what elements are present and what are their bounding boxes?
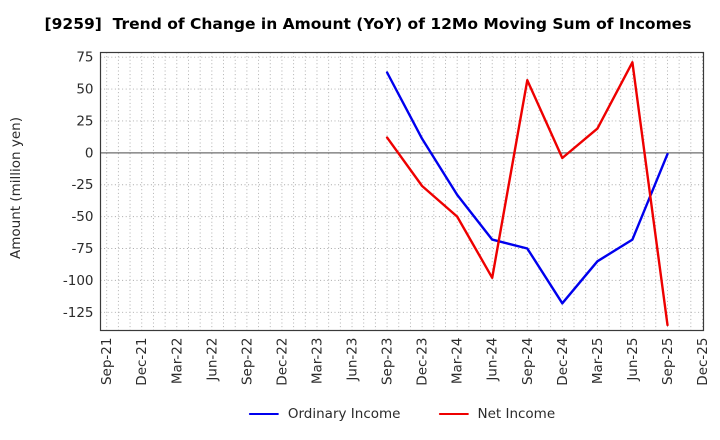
y-tick-label: 75 <box>76 50 93 66</box>
legend-label-net-income: Net Income <box>477 406 556 422</box>
legend: Ordinary Income Net Income <box>248 406 555 422</box>
x-tick-label: Dec-24 <box>555 338 571 386</box>
x-tick-label: Sep-23 <box>380 338 396 386</box>
net-income-line-swatch <box>438 412 469 416</box>
x-tick-label: Mar-23 <box>309 338 325 385</box>
x-tick-label: Dec-22 <box>274 338 290 386</box>
x-tick-label: Jun-24 <box>485 338 501 382</box>
legend-item-net-income: Net Income <box>438 406 555 422</box>
y-tick-label: -50 <box>71 209 93 225</box>
chart-title: [9259] Trend of Change in Amount (YoY) o… <box>44 15 692 33</box>
x-tick-label: Mar-24 <box>450 338 466 385</box>
series-line-ordinary-income <box>385 71 669 305</box>
x-tick-label: Sep-22 <box>239 338 255 386</box>
x-tick-label: Jun-25 <box>625 338 641 382</box>
legend-label-ordinary-income: Ordinary Income <box>287 406 401 422</box>
x-tick-label: Mar-25 <box>590 338 606 385</box>
legend-item-ordinary-income: Ordinary Income <box>248 406 401 422</box>
series-line-net-income <box>385 61 669 327</box>
x-tick-label: Dec-21 <box>134 338 150 386</box>
y-tick-label: -25 <box>71 177 93 193</box>
x-tick-label: Sep-24 <box>520 338 536 386</box>
y-tick-label: -75 <box>71 241 93 257</box>
ordinary-income-line-swatch <box>248 412 279 416</box>
x-tick-label: Jun-23 <box>345 338 361 382</box>
y-tick-label: 0 <box>85 145 94 161</box>
x-tick-label: Mar-22 <box>169 338 185 385</box>
y-tick-label: -100 <box>63 273 94 289</box>
x-tick-label: Dec-23 <box>415 338 431 386</box>
y-tick-label: 50 <box>76 82 93 98</box>
x-tick-label: Sep-21 <box>99 338 115 386</box>
x-tick-label: Jun-22 <box>204 338 220 382</box>
x-tick-label: Dec-25 <box>695 338 711 386</box>
y-tick-label: 25 <box>76 113 93 129</box>
y-tick-label: -125 <box>63 305 94 321</box>
x-tick-label: Sep-25 <box>660 338 676 386</box>
plot-border <box>99 51 705 332</box>
